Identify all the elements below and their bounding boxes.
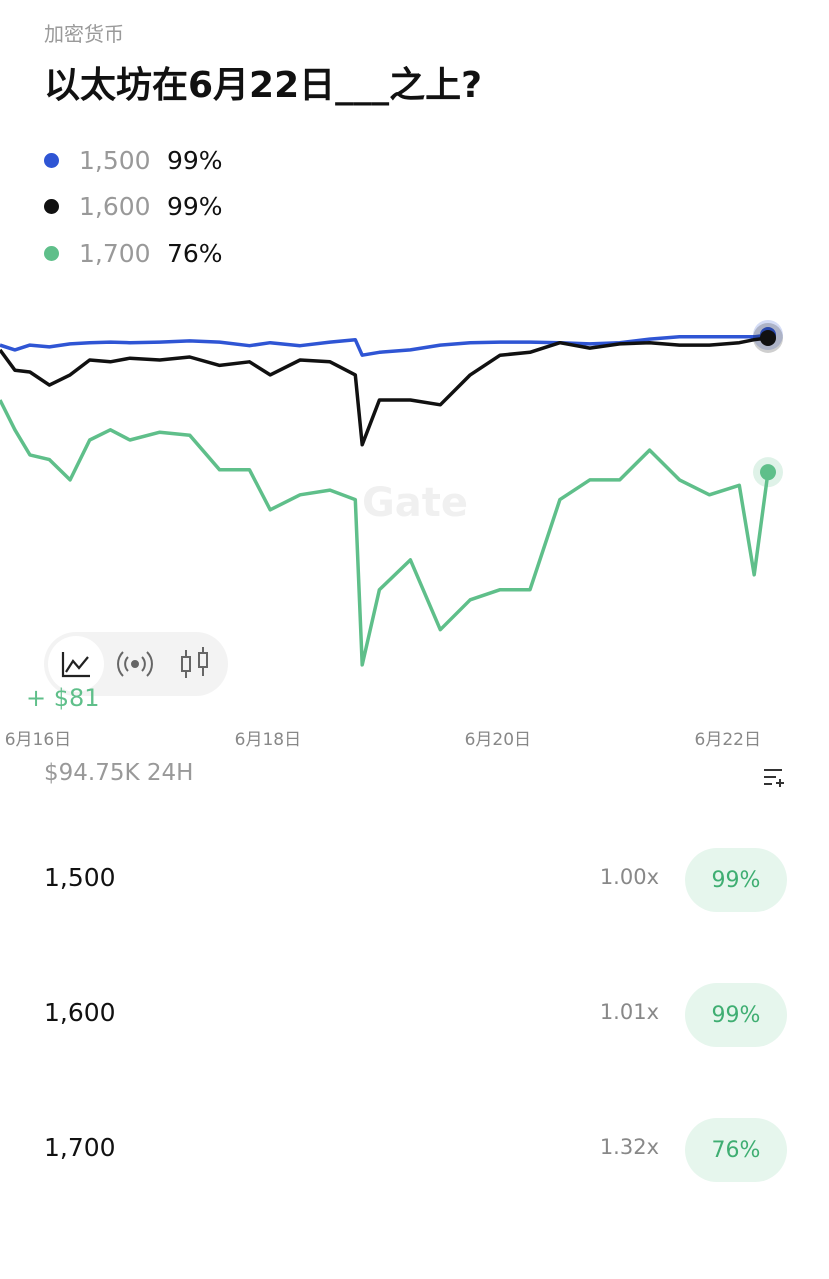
chart: Gate 6月16日 6月18日 6月20日 6月22日 bbox=[0, 319, 783, 750]
candle-icon[interactable] bbox=[181, 647, 208, 678]
buy-button[interactable]: 99% bbox=[685, 983, 787, 1047]
legend-probability: 76% bbox=[167, 238, 223, 268]
series-line bbox=[0, 336, 769, 447]
legend-probability: 99% bbox=[167, 145, 223, 175]
watermark: Gate bbox=[362, 480, 468, 526]
outcome-payout: 1.01x bbox=[599, 1000, 659, 1024]
outcome-row[interactable]: 1,600 1.01x 99% bbox=[0, 980, 829, 1050]
outcome-name: 1,700 bbox=[44, 1133, 116, 1162]
legend-item: 1,500 99% bbox=[40, 145, 223, 175]
legend-item: 1,600 99% bbox=[40, 192, 223, 222]
chart-toolbar[interactable] bbox=[44, 632, 228, 696]
buy-button[interactable]: 99% bbox=[685, 848, 787, 912]
series-line bbox=[0, 399, 770, 667]
buy-button[interactable]: 76% bbox=[685, 1118, 787, 1182]
legend-item: 1,700 76% bbox=[40, 238, 223, 268]
legend-probability: 99% bbox=[167, 192, 223, 221]
sort-button[interactable] bbox=[762, 765, 786, 789]
outcome-name: 1,500 bbox=[44, 863, 116, 892]
series-line bbox=[0, 333, 769, 357]
change: + $81 bbox=[26, 684, 100, 712]
volume: $94.75K 24H bbox=[44, 760, 194, 786]
outcome-row[interactable]: 1,700 1.32x 76% bbox=[0, 1115, 829, 1185]
legend-name: 1,600 bbox=[79, 192, 151, 221]
legend-name: 1,700 bbox=[79, 238, 151, 268]
outcome-row[interactable]: 1,500 1.00x 99% bbox=[0, 845, 829, 915]
outcome-payout: 1.32x bbox=[599, 1135, 659, 1159]
category: 加密货币 bbox=[44, 22, 124, 46]
end-point bbox=[760, 464, 776, 481]
x-tick-label: 6月16日 bbox=[5, 730, 71, 750]
end-point bbox=[760, 329, 776, 346]
x-tick-label: 6月18日 bbox=[235, 730, 301, 750]
legend-dot bbox=[44, 245, 59, 261]
legend-name: 1,500 bbox=[79, 145, 151, 175]
outcome-name: 1,600 bbox=[44, 998, 116, 1027]
legend-dot bbox=[44, 152, 59, 168]
legend-dot bbox=[44, 199, 59, 214]
line-icon bbox=[61, 652, 90, 678]
title: 以太坊在6月22日___之上? bbox=[44, 65, 483, 106]
outcome-payout: 1.00x bbox=[599, 865, 659, 889]
live-icon[interactable] bbox=[117, 651, 153, 677]
x-tick-label: 6月20日 bbox=[465, 730, 531, 750]
x-tick-label: 6月22日 bbox=[695, 730, 761, 750]
